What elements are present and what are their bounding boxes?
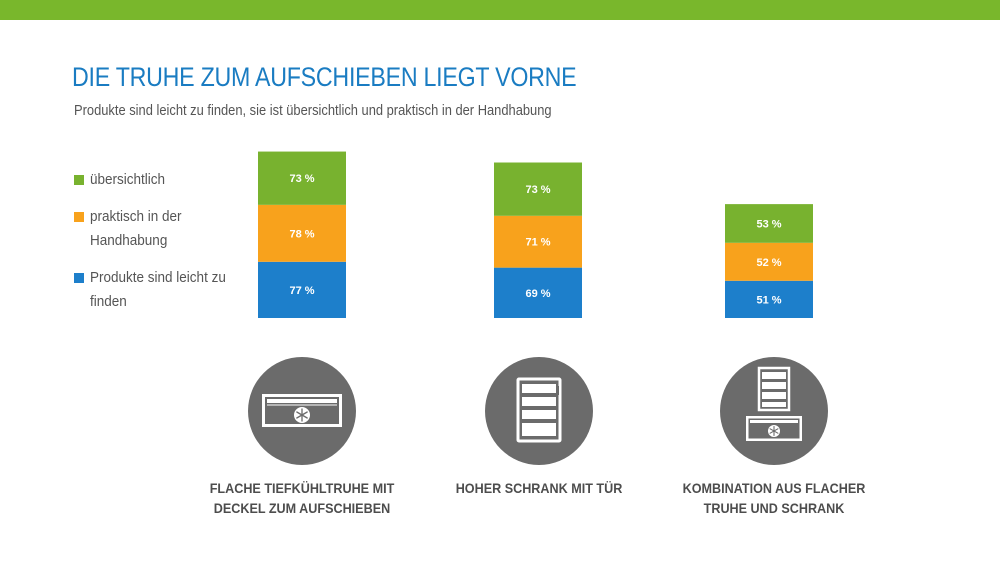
bar-label-uebersichtlich-1: 73 % <box>289 173 314 185</box>
legend-item-uebersichtlich: übersichtlich <box>74 168 254 192</box>
category-label-combination: KOMBINATION AUS FLACHER TRUHE UND SCHRAN… <box>682 480 866 516</box>
bar-label-praktisch-2: 71 % <box>525 237 550 249</box>
chart-subtitle: Produkte sind leicht zu finden, sie ist … <box>74 102 552 119</box>
category-label-chest: FLACHE TIEFKÜHLTRUHE MIT DECKEL ZUM AUFS… <box>209 480 395 516</box>
upright-freezer-icon <box>485 357 593 465</box>
bar-label-praktisch-1: 78 % <box>289 228 314 240</box>
legend-swatch-praktisch <box>74 212 84 222</box>
bar-label-produkte-1: 77 % <box>289 285 314 297</box>
bar-praktisch-1 <box>258 204 346 262</box>
legend-swatch-uebersichtlich <box>74 175 84 185</box>
bar-label-produkte-3: 51 % <box>756 294 781 306</box>
bar-label-uebersichtlich-2: 73 % <box>525 184 550 196</box>
bar-uebersichtlich-2 <box>494 162 582 216</box>
bar-uebersichtlich-3 <box>725 204 813 243</box>
legend: übersichtlich praktisch in der Handhabun… <box>74 168 254 327</box>
legend-swatch-produkte <box>74 273 84 283</box>
category-label-upright: HOHER SCHRANK MIT TÜR <box>455 480 623 496</box>
combination-freezer-icon <box>720 357 828 465</box>
chest-freezer-icon <box>248 357 356 465</box>
bar-label-praktisch-3: 52 % <box>756 257 781 269</box>
chart-title: DIE TRUHE ZUM AUFSCHIEBEN LIEGT VORNE <box>72 62 577 92</box>
bar-produkte-3 <box>725 280 813 318</box>
bar-produkte-1 <box>258 261 346 318</box>
legend-item-praktisch: praktisch in der Handhabung <box>74 205 254 253</box>
legend-label-praktisch: praktisch in der Handhabung <box>90 208 182 249</box>
bar-produkte-2 <box>494 267 582 318</box>
bar-praktisch-2 <box>494 215 582 268</box>
legend-label-produkte: Produkte sind leicht zu finden <box>90 269 226 310</box>
bar-label-produkte-2: 69 % <box>525 288 550 300</box>
bar-uebersichtlich-1 <box>258 151 346 205</box>
legend-item-produkte: Produkte sind leicht zu finden <box>74 266 254 314</box>
top-accent-bar <box>0 0 1000 20</box>
legend-label-uebersichtlich: übersichtlich <box>90 171 166 188</box>
bar-praktisch-3 <box>725 242 813 281</box>
bar-label-uebersichtlich-3: 53 % <box>756 218 781 230</box>
